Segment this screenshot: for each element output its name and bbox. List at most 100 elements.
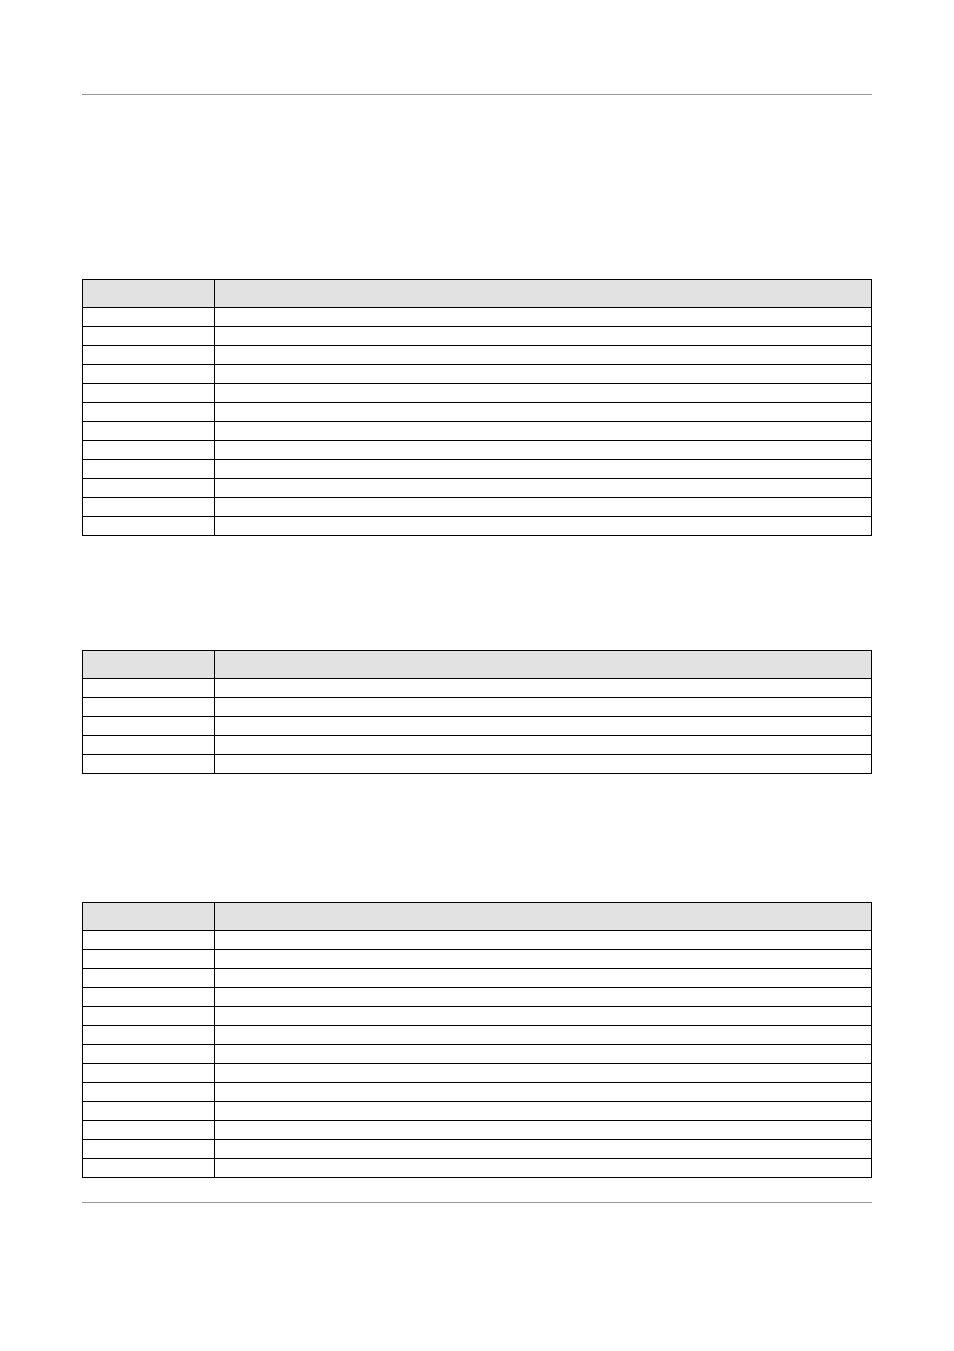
table-row bbox=[83, 422, 872, 441]
table-row bbox=[83, 950, 872, 969]
table-cell bbox=[83, 441, 215, 460]
table-cell bbox=[215, 384, 872, 403]
table-cell bbox=[83, 308, 215, 327]
table-cell bbox=[215, 403, 872, 422]
table-cell bbox=[215, 755, 872, 774]
table-cell bbox=[215, 988, 872, 1007]
table-2-body bbox=[83, 651, 872, 774]
table-row bbox=[83, 517, 872, 536]
table-cell bbox=[83, 1026, 215, 1045]
table-row bbox=[83, 1064, 872, 1083]
table-row bbox=[83, 1007, 872, 1026]
table-row bbox=[83, 1026, 872, 1045]
table-cell bbox=[83, 384, 215, 403]
table-row bbox=[83, 365, 872, 384]
table-cell bbox=[215, 1159, 872, 1178]
table-cell bbox=[83, 1045, 215, 1064]
table-3 bbox=[82, 902, 872, 1178]
table-cell bbox=[215, 969, 872, 988]
table-cell bbox=[215, 717, 872, 736]
table-1 bbox=[82, 279, 872, 536]
table-row bbox=[83, 1159, 872, 1178]
table-row bbox=[83, 308, 872, 327]
table-row bbox=[83, 698, 872, 717]
table-cell bbox=[83, 327, 215, 346]
table-cell bbox=[83, 1102, 215, 1121]
table-2-header-cell-2 bbox=[215, 651, 872, 679]
table-cell bbox=[215, 1140, 872, 1159]
table-cell bbox=[215, 498, 872, 517]
table-cell bbox=[83, 365, 215, 384]
table-cell bbox=[83, 422, 215, 441]
table-cell bbox=[83, 736, 215, 755]
table-1-header-cell-2 bbox=[215, 280, 872, 308]
table-row bbox=[83, 498, 872, 517]
table-row bbox=[83, 1102, 872, 1121]
table-row bbox=[83, 384, 872, 403]
table-2-header-row bbox=[83, 651, 872, 679]
table-row bbox=[83, 717, 872, 736]
table-cell bbox=[215, 441, 872, 460]
table-cell bbox=[83, 498, 215, 517]
table-cell bbox=[83, 931, 215, 950]
table-cell bbox=[83, 346, 215, 365]
table-cell bbox=[215, 1045, 872, 1064]
table-2-header-cell-1 bbox=[83, 651, 215, 679]
table-row bbox=[83, 988, 872, 1007]
table-row bbox=[83, 679, 872, 698]
table-row bbox=[83, 736, 872, 755]
table-row bbox=[83, 346, 872, 365]
tables-container bbox=[82, 279, 872, 1178]
table-cell bbox=[83, 969, 215, 988]
table-cell bbox=[83, 517, 215, 536]
table-row bbox=[83, 1083, 872, 1102]
table-cell bbox=[215, 1064, 872, 1083]
table-row bbox=[83, 931, 872, 950]
table-row bbox=[83, 1140, 872, 1159]
table-cell bbox=[83, 1140, 215, 1159]
table-cell bbox=[215, 679, 872, 698]
table-cell bbox=[215, 327, 872, 346]
table-cell bbox=[215, 308, 872, 327]
table-cell bbox=[215, 950, 872, 969]
table-row bbox=[83, 403, 872, 422]
table-cell bbox=[215, 1026, 872, 1045]
table-cell bbox=[83, 1159, 215, 1178]
table-1-header-cell-1 bbox=[83, 280, 215, 308]
table-row bbox=[83, 969, 872, 988]
table-cell bbox=[83, 679, 215, 698]
table-row bbox=[83, 479, 872, 498]
table-cell bbox=[215, 517, 872, 536]
table-cell bbox=[83, 988, 215, 1007]
header-rule bbox=[82, 94, 872, 95]
table-row bbox=[83, 755, 872, 774]
table-row bbox=[83, 441, 872, 460]
table-cell bbox=[215, 1121, 872, 1140]
table-cell bbox=[83, 950, 215, 969]
table-3-header-row bbox=[83, 903, 872, 931]
table-cell bbox=[215, 365, 872, 384]
table-cell bbox=[215, 460, 872, 479]
table-3-body bbox=[83, 903, 872, 1178]
table-cell bbox=[215, 346, 872, 365]
table-cell bbox=[215, 1007, 872, 1026]
table-cell bbox=[83, 1064, 215, 1083]
table-cell bbox=[83, 479, 215, 498]
table-cell bbox=[215, 1083, 872, 1102]
table-cell bbox=[215, 736, 872, 755]
table-cell bbox=[215, 698, 872, 717]
table-row bbox=[83, 1121, 872, 1140]
table-3-header-cell-1 bbox=[83, 903, 215, 931]
table-row bbox=[83, 460, 872, 479]
table-cell bbox=[83, 460, 215, 479]
table-1-header-row bbox=[83, 280, 872, 308]
table-cell bbox=[215, 1102, 872, 1121]
table-cell bbox=[83, 1007, 215, 1026]
document-page bbox=[0, 0, 954, 1218]
table-cell bbox=[83, 755, 215, 774]
table-cell bbox=[83, 1083, 215, 1102]
table-row bbox=[83, 327, 872, 346]
table-cell bbox=[83, 698, 215, 717]
table-1-body bbox=[83, 280, 872, 536]
table-cell bbox=[83, 403, 215, 422]
